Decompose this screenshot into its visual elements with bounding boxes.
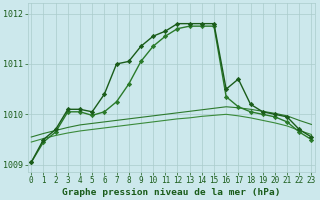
X-axis label: Graphe pression niveau de la mer (hPa): Graphe pression niveau de la mer (hPa) xyxy=(62,188,281,197)
